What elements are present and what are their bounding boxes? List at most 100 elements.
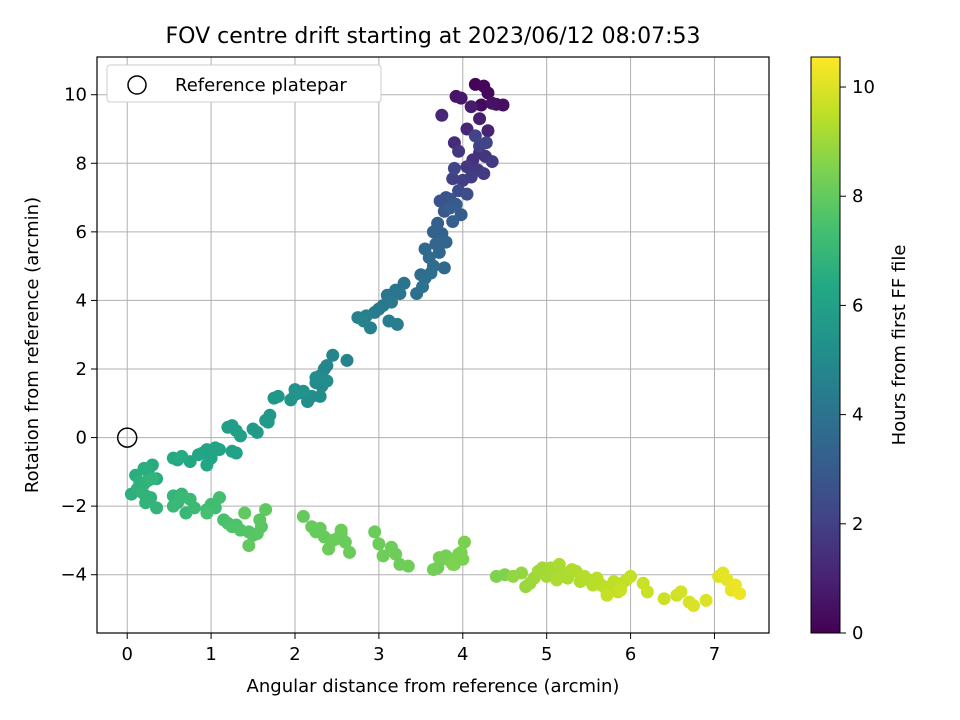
data-point [446,215,460,229]
data-point [464,100,478,114]
data-point [435,108,449,122]
data-point [481,124,495,138]
data-point [640,585,654,599]
y-tick-label: −2 [60,496,87,517]
reference-marker [116,427,138,448]
data-point [320,374,334,388]
x-tick-label: 1 [205,644,216,665]
data-point [259,503,273,517]
data-point [326,348,340,362]
colorbar-tick-label: 8 [852,186,863,207]
y-ticks: −4 −2 0 2 4 6 8 10 [60,85,97,586]
data-point [686,599,700,613]
data-point [446,172,460,186]
data-point [733,587,747,601]
colorbar-tick-label: 6 [852,295,863,316]
data-point [253,513,267,527]
chart-title: FOV centre drift starting at 2023/06/12 … [166,24,701,49]
data-point [313,389,327,403]
x-tick-label: 0 [121,644,132,665]
data-point [624,569,638,583]
data-point [468,129,482,143]
data-point [452,144,466,158]
colorbar-gradient [810,56,841,634]
data-point [456,173,470,187]
y-tick-label: 6 [76,222,87,243]
data-point [357,314,371,328]
data-point [550,573,564,587]
x-ticks: 0 1 2 3 4 5 6 7 [121,633,720,665]
y-tick-label: −4 [60,565,87,586]
data-point [334,523,348,537]
data-point [477,167,491,181]
data-point [496,98,510,112]
data-point [135,485,149,499]
data-point [473,112,487,126]
colorbar: 0 2 4 6 8 10 Hours from first FF file [810,56,910,644]
data-point [250,425,264,439]
data-point [437,261,451,275]
y-tick-label: 8 [76,153,87,174]
data-point [426,563,440,577]
data-point [447,161,461,175]
data-point [485,155,499,169]
data-point [296,509,310,523]
data-point [614,583,628,597]
data-point [175,449,189,463]
data-point [309,371,323,385]
data-point [238,506,252,520]
data-point [393,287,407,301]
legend-box [106,64,382,103]
data-point [481,86,495,100]
data-point [284,393,298,407]
data-point [439,235,453,249]
data-point [343,545,357,559]
data-point [474,98,488,112]
data-point [390,317,404,331]
data-point [150,501,164,515]
data-point [674,585,688,599]
data-point [242,539,256,553]
data-point [212,491,226,505]
data-point [301,395,315,409]
x-tick-label: 5 [541,644,552,665]
colorbar-tick-label: 4 [852,405,863,426]
data-point [432,245,446,259]
x-tick-label: 4 [457,644,468,665]
plot-frame [96,56,770,634]
colorbar-tick-label: 10 [852,77,875,98]
data-point [384,295,398,309]
data-point [433,194,447,208]
y-tick-label: 0 [76,428,87,449]
data-point [139,496,153,510]
y-tick-label: 10 [64,85,87,106]
y-axis-label: Rotation from reference (arcmin) [22,197,43,493]
colorbar-label: Hours from first FF file [889,245,910,446]
data-point [145,472,159,486]
data-point [446,557,460,571]
legend-marker-reference [127,75,147,95]
data-point [368,525,382,539]
x-tick-label: 3 [373,644,384,665]
x-axis-label: Angular distance from reference (arcmin) [247,676,620,697]
data-point [200,458,214,472]
data-point [376,549,390,563]
data-point [389,547,403,561]
data-point [460,187,474,201]
data-point [454,545,468,559]
x-tick-label: 6 [625,644,636,665]
data-point [229,446,243,460]
data-point [454,91,468,105]
data-point [233,429,247,443]
y-tick-label: 2 [76,359,87,380]
data-point [426,225,440,239]
data-point [338,535,352,549]
colorbar-tick-label: 2 [852,514,863,535]
data-point [485,96,499,110]
data-point [515,566,529,580]
data-point [166,499,180,513]
data-point [479,136,493,150]
x-tick-label: 7 [709,644,720,665]
colorbar-ticks: 0 2 4 6 8 10 [840,77,875,644]
